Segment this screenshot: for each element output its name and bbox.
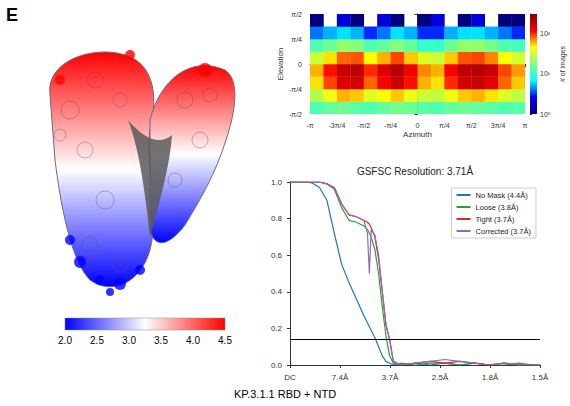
svg-text:E: E: [6, 5, 18, 25]
svg-text:# of images: # of images: [559, 45, 567, 82]
svg-text:π/4: π/4: [291, 36, 302, 43]
svg-text:0.8: 0.8: [271, 214, 283, 223]
svg-text:-π/2: -π/2: [289, 111, 302, 118]
svg-text:3.5: 3.5: [154, 335, 168, 346]
svg-text:Loose (3.8Å): Loose (3.8Å): [476, 203, 519, 212]
svg-text:-π/4: -π/4: [384, 122, 397, 129]
svg-text:3.7Å: 3.7Å: [382, 373, 399, 382]
svg-text:1.5Å: 1.5Å: [532, 373, 549, 382]
svg-text:1.0: 1.0: [271, 178, 283, 187]
svg-text:0.2: 0.2: [271, 324, 283, 333]
svg-text:π/4: π/4: [439, 122, 450, 129]
svg-text:Tight (3.7Å): Tight (3.7Å): [476, 215, 515, 224]
svg-text:10²: 10²: [540, 30, 551, 37]
svg-text:π/2: π/2: [291, 11, 302, 18]
svg-text:4.5: 4.5: [218, 335, 232, 346]
svg-text:Elevation: Elevation: [276, 48, 285, 81]
svg-text:Corrected (3.7Å): Corrected (3.7Å): [476, 227, 532, 236]
svg-text:10¹: 10¹: [540, 70, 551, 77]
svg-text:π: π: [523, 122, 528, 129]
svg-text:3.0: 3.0: [122, 335, 136, 346]
svg-text:KP.3.1.1 RBD + NTD: KP.3.1.1 RBD + NTD: [234, 388, 336, 400]
svg-text:0.6: 0.6: [271, 251, 283, 260]
svg-text:DC: DC: [284, 373, 296, 382]
svg-text:π/2: π/2: [466, 122, 477, 129]
svg-text:1.8Å: 1.8Å: [482, 373, 499, 382]
svg-text:0.0: 0.0: [271, 361, 283, 370]
svg-text:10⁰: 10⁰: [540, 111, 551, 118]
svg-text:-π/2: -π/2: [357, 122, 370, 129]
svg-text:-π: -π: [306, 122, 313, 129]
svg-text:0.4: 0.4: [271, 287, 283, 296]
svg-text:4.0: 4.0: [186, 335, 200, 346]
svg-text:-3π/4: -3π/4: [328, 122, 345, 129]
svg-text:-π/4: -π/4: [289, 86, 302, 93]
svg-text:No Mask (4.4Å): No Mask (4.4Å): [476, 191, 529, 200]
svg-text:2.0: 2.0: [58, 335, 72, 346]
svg-text:2.5: 2.5: [90, 335, 104, 346]
svg-text:7.4Å: 7.4Å: [332, 373, 349, 382]
svg-text:0: 0: [416, 122, 420, 129]
svg-text:2.5Å: 2.5Å: [432, 373, 449, 382]
svg-text:GSFSC Resolution: 3.71Å: GSFSC Resolution: 3.71Å: [357, 165, 473, 177]
svg-text:0: 0: [298, 61, 302, 68]
svg-text:Azimuth: Azimuth: [403, 130, 432, 139]
svg-text:3π/4: 3π/4: [491, 122, 506, 129]
